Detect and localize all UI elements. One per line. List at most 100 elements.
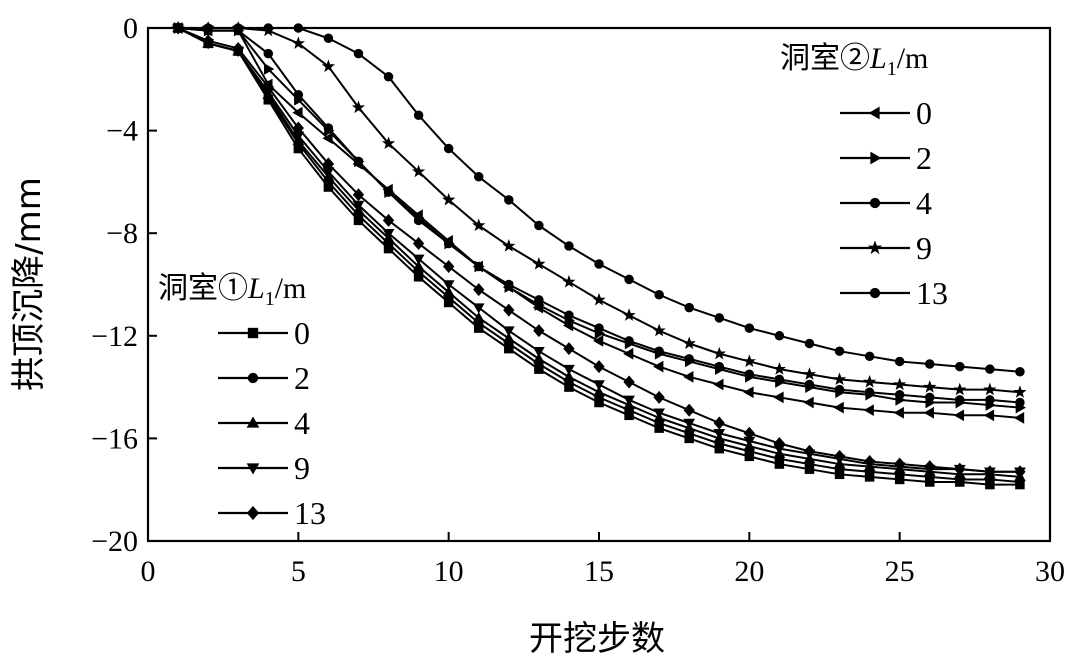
- data-point-circle: [473, 172, 484, 182]
- data-point-star: [291, 36, 305, 50]
- data-point-diamond: [954, 462, 966, 476]
- legend-label: 4: [916, 185, 932, 221]
- data-point-diamond: [202, 34, 214, 48]
- x-tick-label: 25: [885, 555, 915, 588]
- data-point-star: [772, 362, 787, 375]
- data-point-circle: [443, 143, 454, 154]
- data-point-circle: [714, 313, 725, 323]
- legend-label: 9: [294, 450, 310, 486]
- data-point-diamond: [803, 444, 816, 458]
- data-point-triangle-down: [653, 408, 665, 419]
- data-point-circle: [323, 33, 334, 44]
- y-tick-label: −4: [106, 115, 138, 148]
- data-point-triangle-down: [442, 280, 455, 291]
- data-point-circle: [774, 331, 785, 341]
- data-point-circle: [804, 338, 815, 349]
- data-point-circle: [834, 384, 845, 395]
- data-point-triangle-down: [683, 418, 696, 430]
- data-point-circle: [293, 89, 304, 100]
- data-point-star: [953, 382, 967, 396]
- data-point-circle: [684, 354, 694, 364]
- data-point-circle: [534, 220, 544, 231]
- data-point-circle: [247, 372, 259, 384]
- data-point-circle: [624, 274, 634, 285]
- legend-group-1: 洞室①L1/m 0 2 4 9 13: [158, 271, 326, 531]
- data-point-circle: [413, 110, 424, 120]
- data-point-triangle-down: [593, 380, 605, 391]
- data-point-triangle-down: [246, 463, 260, 475]
- data-point-triangle-right: [870, 151, 882, 165]
- data-point-circle: [684, 302, 694, 313]
- data-point-circle: [443, 238, 454, 249]
- x-tick-label: 15: [584, 555, 614, 588]
- data-point-triangle-up: [533, 352, 545, 364]
- data-point-circle: [263, 48, 274, 59]
- data-point-circle: [504, 279, 514, 290]
- data-point-diamond: [593, 360, 605, 374]
- data-point-triangle-left: [713, 378, 724, 391]
- data-point-star: [682, 336, 696, 350]
- data-point-star: [502, 239, 516, 252]
- data-point-triangle-left: [868, 106, 880, 120]
- data-point-circle: [864, 351, 875, 362]
- axis-ticks: 0 5 10 15 20 25 300−4−8−12−16−20: [91, 12, 1065, 588]
- data-point-star: [381, 136, 396, 150]
- data-point-triangle-down: [563, 364, 575, 376]
- data-point-circle: [413, 215, 424, 226]
- data-point-circle: [869, 197, 881, 209]
- legend-title-var: L: [247, 272, 265, 305]
- data-point-circle: [353, 156, 364, 167]
- y-tick-label: −12: [91, 320, 138, 353]
- plot-area: [171, 21, 1027, 490]
- data-point-circle: [834, 346, 845, 356]
- data-point-triangle-up: [412, 260, 425, 271]
- data-point-circle: [744, 323, 755, 333]
- legend-label: 0: [916, 95, 932, 131]
- data-point-circle: [594, 323, 604, 333]
- data-point-circle: [594, 259, 604, 269]
- data-point-triangle-up: [502, 332, 515, 343]
- data-point-triangle-left: [863, 404, 874, 417]
- data-point-circle: [1015, 366, 1025, 377]
- legend-group-2: 洞室②L1/m 0 2 4 9 13: [780, 41, 948, 311]
- data-point-triangle-up: [442, 286, 455, 297]
- data-point-diamond: [683, 403, 695, 417]
- data-point-circle: [744, 369, 755, 380]
- legend-label: 0: [294, 315, 310, 351]
- data-point-triangle-left: [803, 396, 814, 409]
- data-point-star: [832, 372, 847, 386]
- legend-label: 13: [294, 495, 326, 531]
- data-point-triangle-left: [322, 132, 333, 145]
- legend-title-prefix: 洞室①: [158, 271, 248, 306]
- data-point-triangle-left: [983, 409, 995, 422]
- data-point-star: [622, 308, 636, 321]
- data-point-star: [893, 377, 907, 391]
- data-point-star: [652, 323, 666, 337]
- data-point-star: [411, 164, 426, 178]
- y-axis-title: 拱顶沉降/mm: [9, 177, 49, 391]
- data-point-diamond: [322, 157, 335, 171]
- data-point-triangle-left: [1013, 412, 1025, 424]
- x-tick-label: 0: [141, 555, 156, 588]
- legend-title-var: L: [869, 42, 887, 75]
- data-point-triangle-left: [653, 360, 664, 373]
- x-axis-title: 开挖步数: [529, 619, 665, 659]
- data-point-circle: [955, 361, 965, 372]
- legend-title-sub: 1: [265, 288, 275, 310]
- data-point-diamond: [773, 437, 786, 451]
- data-point-diamond: [1014, 465, 1026, 479]
- data-point-star: [867, 240, 883, 255]
- data-point-circle: [955, 395, 965, 405]
- data-point-star: [562, 274, 576, 288]
- legend-label: 2: [916, 140, 932, 176]
- data-point-triangle-down: [533, 346, 545, 358]
- data-point-diamond: [533, 324, 545, 338]
- data-point-triangle-down: [502, 326, 515, 337]
- data-point-circle: [894, 356, 905, 367]
- data-point-star: [592, 292, 606, 306]
- data-point-circle: [985, 364, 995, 374]
- data-point-diamond: [984, 465, 996, 479]
- data-point-star: [1013, 385, 1027, 398]
- data-point-triangle-left: [743, 386, 754, 399]
- data-point-diamond: [743, 426, 755, 440]
